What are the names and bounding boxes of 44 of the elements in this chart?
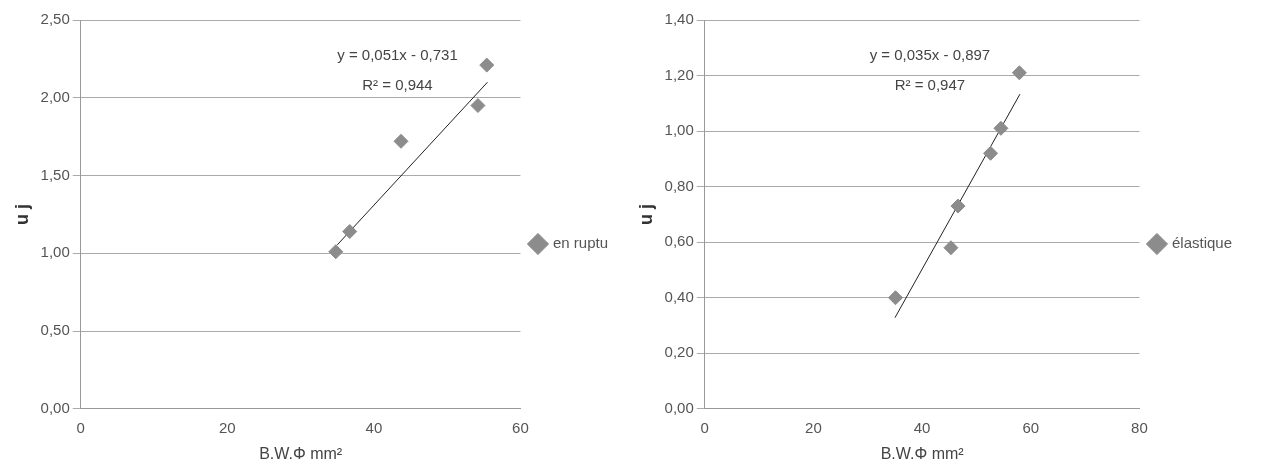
point <box>950 198 966 214</box>
point <box>1011 65 1027 81</box>
y-tick-label: 2,50 <box>40 10 70 28</box>
y-tick-label: 0,60 <box>664 232 694 250</box>
y-tick-label: 1,40 <box>664 10 694 28</box>
y-tick-label: 0,80 <box>664 176 694 194</box>
point <box>888 290 903 306</box>
x-axis-title: B.W.Φ mm² <box>880 444 965 462</box>
point <box>983 145 999 161</box>
y-tick-label: 0,00 <box>40 398 70 416</box>
x-tick-label: 40 <box>365 418 383 436</box>
legend-label: en ruptu <box>552 234 609 252</box>
y-tick-label: 1,00 <box>664 121 694 139</box>
x-tick-label: 40 <box>913 418 931 436</box>
x-tick-label: 80 <box>1131 418 1148 436</box>
point <box>393 133 409 149</box>
y-tick-label: 1,20 <box>664 65 694 83</box>
point <box>479 57 495 73</box>
y-tick-label: 2,00 <box>40 87 70 105</box>
legend-label: élastique <box>1171 234 1232 252</box>
x-tick-label: 20 <box>805 418 822 436</box>
point <box>342 224 358 240</box>
y-tick-label: 0,50 <box>40 321 70 339</box>
y-tick-label: 0,00 <box>664 398 694 416</box>
x-tick-label: 0 <box>700 418 709 436</box>
y-tick-label: 0,40 <box>664 287 694 305</box>
annotation: y = 0,051x - 0,731 <box>337 46 458 64</box>
point <box>993 120 1009 136</box>
x-tick-label: 20 <box>219 418 236 436</box>
point <box>943 240 959 256</box>
annotation: R² = 0,947 <box>894 76 966 94</box>
annotation: y = 0,035x - 0,897 <box>869 46 991 64</box>
x-tick-label: 60 <box>1022 418 1040 436</box>
annotation: R² = 0,944 <box>362 76 433 94</box>
y-tick-label: 1,50 <box>40 165 70 183</box>
y-axis-title: u j <box>11 203 32 225</box>
y-axis-title: u j <box>635 203 656 225</box>
y-tick-label: 1,00 <box>40 243 70 261</box>
point <box>328 244 344 260</box>
x-tick-label: 0 <box>76 418 85 436</box>
y-tick-label: 0,20 <box>664 343 694 361</box>
x-tick-label: 60 <box>512 418 529 436</box>
point <box>470 98 486 114</box>
x-axis-title: B.W.Φ mm² <box>259 444 343 462</box>
